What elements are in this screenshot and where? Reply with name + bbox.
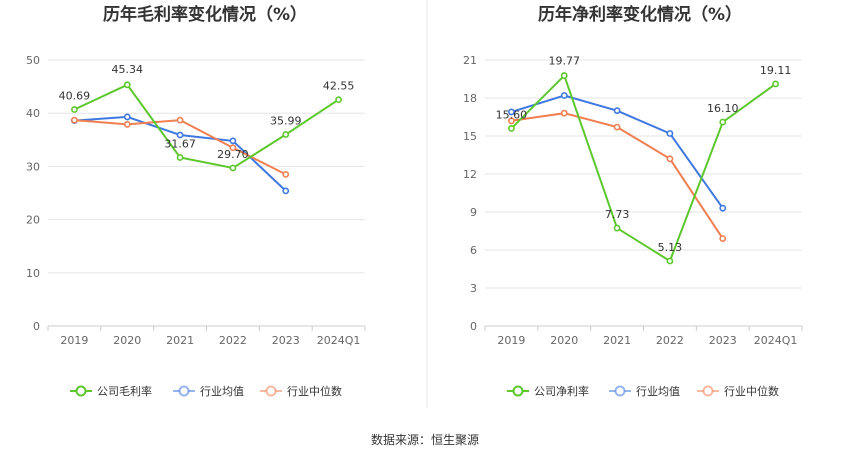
x-tick-label: 2022 [656, 334, 684, 347]
series-industry-mean [508, 92, 727, 212]
x-tick-label: 2019 [60, 334, 88, 347]
data-point [123, 120, 131, 128]
legend-item: 行业中位数 [260, 384, 342, 398]
legend-label: 公司净利率 [534, 384, 589, 398]
y-tick-label: 6 [470, 244, 477, 257]
y-tick-label: 0 [33, 320, 40, 333]
y-tick-label: 21 [463, 54, 477, 67]
data-point [560, 72, 568, 79]
data-point [71, 106, 78, 113]
data-point [560, 92, 568, 99]
data-point [176, 154, 184, 161]
data-label: 45.34 [112, 63, 144, 76]
data-source-note: 数据来源：恒生聚源 [370, 433, 479, 447]
data-point [666, 155, 674, 163]
legend-label: 行业中位数 [287, 384, 342, 398]
data-label: 15.60 [496, 108, 528, 121]
x-tick-label: 2020 [113, 334, 141, 347]
data-point [666, 257, 674, 265]
data-point [508, 117, 515, 125]
legend-item: 公司毛利率 [70, 384, 152, 398]
data-label: 31.67 [164, 138, 196, 151]
y-tick-label: 50 [26, 54, 40, 67]
y-tick-label: 40 [26, 107, 40, 120]
y-tick-label: 0 [470, 320, 477, 333]
chart-panel-2: 历年净利率变化情况（%） 0 3 6 9 12 15 18 21 2019 2020 2021 2022… [463, 4, 803, 398]
y-tick-label: 3 [470, 282, 477, 295]
legend-item: 行业中位数 [697, 384, 779, 398]
data-point [123, 113, 131, 121]
data-point [229, 144, 237, 152]
legend-swatch-marker [702, 385, 714, 397]
data-point [176, 131, 184, 139]
x-tick-label: 2024Q1 [754, 334, 798, 347]
y-tick-label: 20 [26, 214, 40, 227]
x-tick-label: 2020 [550, 334, 578, 347]
x-tick-label: 2022 [219, 334, 247, 347]
data-point [613, 224, 621, 232]
series-industry-median [508, 109, 727, 242]
legend-swatch-marker [178, 385, 190, 397]
x-tick-label: 2021 [166, 334, 194, 347]
data-label: 7.73 [605, 208, 630, 221]
legend-label: 公司毛利率 [97, 384, 152, 398]
data-point [176, 116, 184, 124]
data-point [282, 187, 290, 195]
data-label: 35.99 [270, 115, 302, 128]
series-line [510, 73, 777, 263]
data-label: 42.55 [323, 80, 355, 93]
y-tick-label: 15 [463, 130, 477, 143]
data-point [719, 118, 727, 126]
series-line [73, 83, 340, 170]
legend-swatch-marker [265, 385, 277, 397]
data-label: 19.77 [549, 55, 581, 68]
data-point [772, 80, 779, 88]
data-point [613, 107, 621, 115]
data-label: 40.69 [59, 90, 91, 103]
y-tick-label: 30 [26, 160, 40, 173]
legend-item: 公司净利率 [507, 384, 589, 398]
legend-item: 行业均值 [173, 385, 244, 398]
chart-title: 历年毛利率变化情况（%） [103, 4, 307, 25]
legend-swatch-marker [512, 385, 524, 397]
data-point [282, 131, 290, 138]
legend-swatch-marker [614, 385, 626, 397]
data-point [508, 124, 515, 132]
legend-label: 行业均值 [200, 385, 244, 398]
data-point [666, 130, 674, 137]
data-point [719, 204, 727, 212]
legend-label: 行业均值 [636, 385, 680, 398]
data-point [560, 109, 568, 117]
data-point [229, 164, 237, 172]
data-point [282, 170, 290, 178]
data-label: 16.10 [707, 102, 739, 115]
y-tick-label: 18 [463, 92, 477, 105]
data-point [229, 137, 237, 145]
x-tick-label: 2019 [497, 334, 525, 347]
y-tick-label: 9 [470, 206, 477, 219]
data-point [71, 116, 78, 124]
chart-panel-1: 历年毛利率变化情况（%） 0 10 20 30 40 50 2019 2020 2021 2022 2… [26, 4, 366, 398]
y-tick-label: 12 [463, 168, 477, 181]
legend-label: 行业中位数 [724, 384, 779, 398]
x-tick-label: 2021 [603, 334, 631, 347]
data-label: 5.13 [658, 241, 683, 254]
y-tick-label: 10 [26, 267, 40, 280]
legend-item: 行业均值 [609, 385, 680, 398]
series-company [71, 81, 342, 172]
data-label: 29.70 [217, 148, 249, 161]
data-point [613, 123, 621, 131]
data-point [335, 96, 342, 104]
data-point [719, 235, 727, 242]
x-tick-label: 2023 [709, 334, 737, 347]
data-point [508, 108, 515, 116]
x-tick-label: 2024Q1 [317, 334, 361, 347]
data-point [123, 81, 131, 89]
legend-swatch-marker [75, 385, 87, 397]
series-company [508, 72, 779, 265]
data-label: 19.11 [760, 64, 792, 77]
chart-title: 历年净利率变化情况（%） [538, 4, 742, 25]
x-tick-label: 2023 [272, 334, 300, 347]
